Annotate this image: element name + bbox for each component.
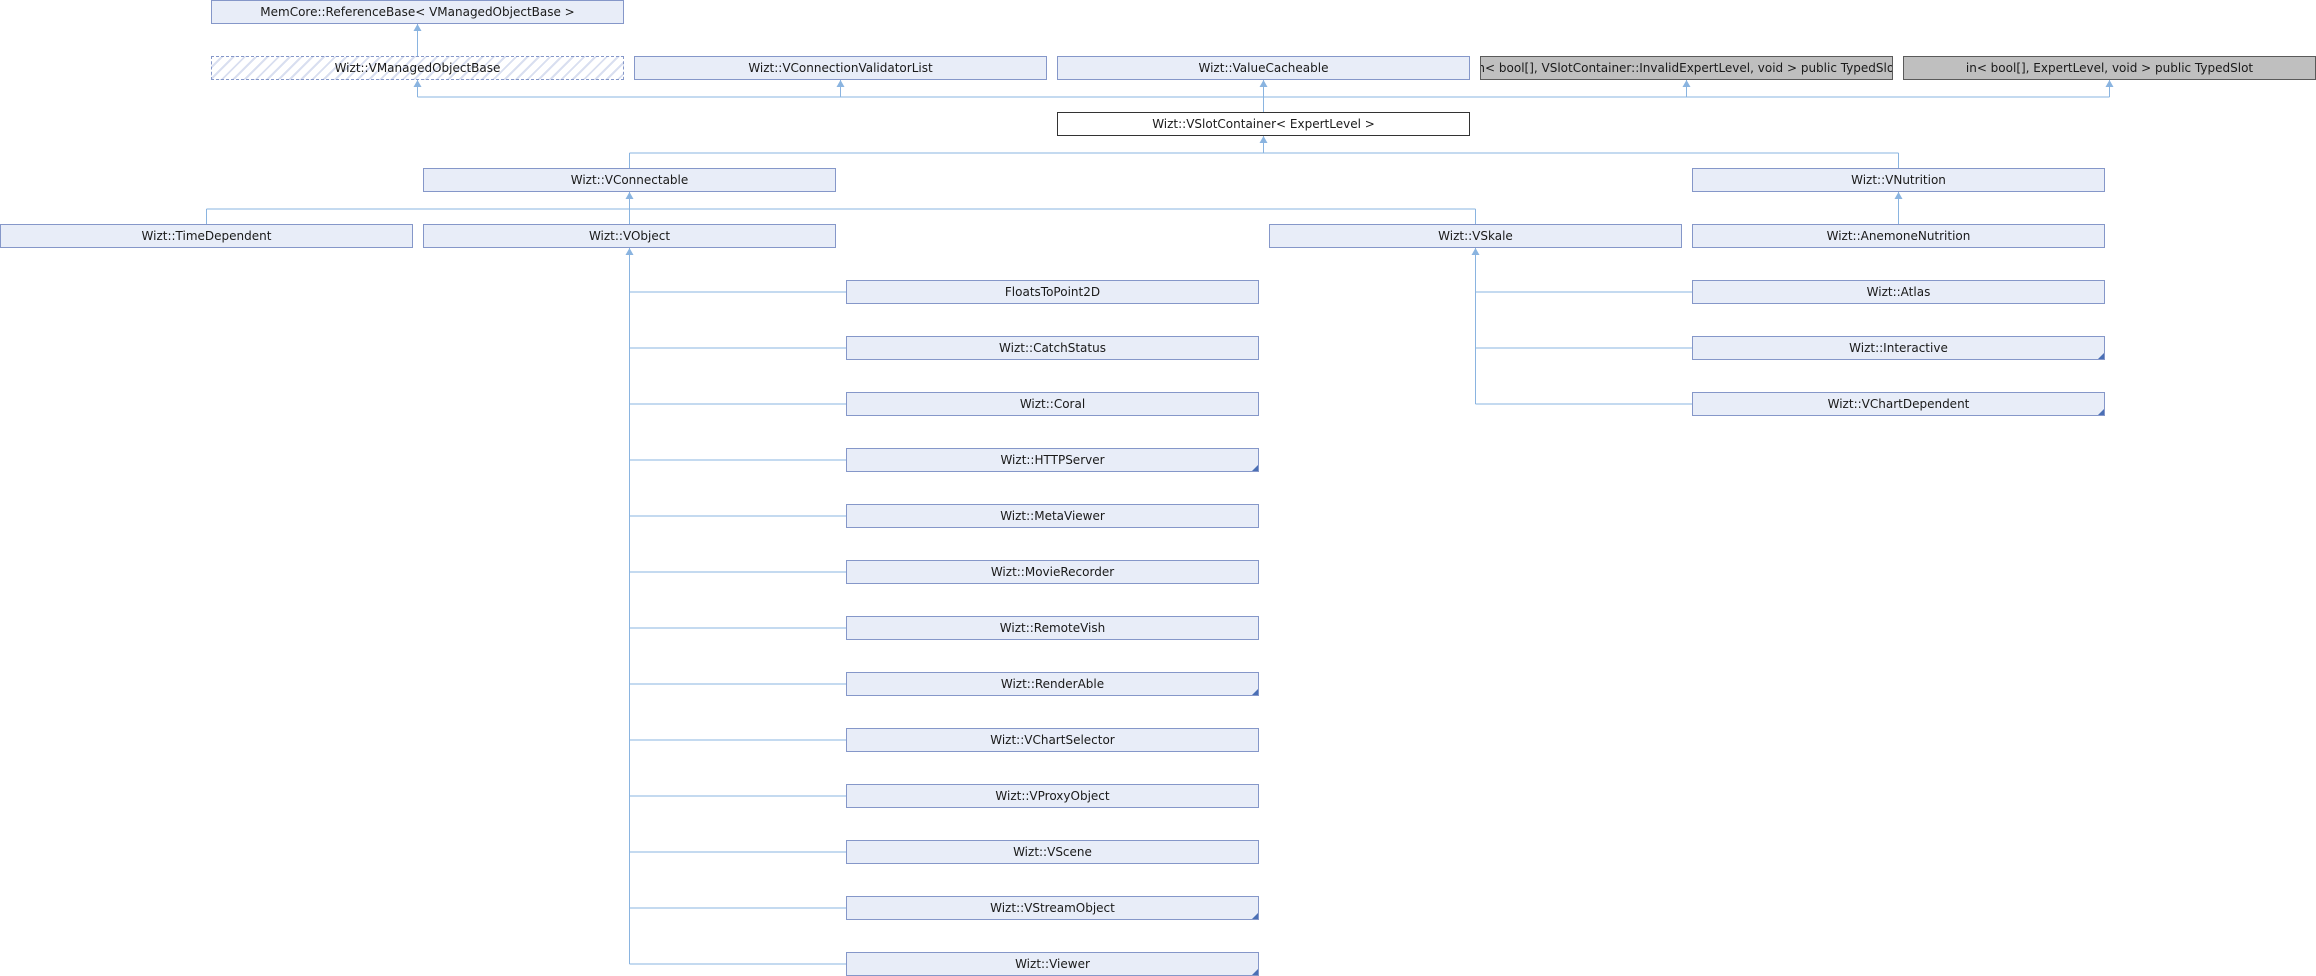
edge-arrow-vnutr: [1894, 192, 1903, 199]
class-node-slot2[interactable]: in< bool[], ExpertLevel, void > public T…: [1903, 56, 2316, 80]
class-node-refbase[interactable]: MemCore::ReferenceBase< VManagedObjectBa…: [211, 0, 624, 24]
class-node-chartsel[interactable]: Wizt::VChartSelector: [846, 728, 1259, 752]
class-node-render[interactable]: Wizt::RenderAble: [846, 672, 1259, 696]
class-node-scene[interactable]: Wizt::VScene: [846, 840, 1259, 864]
class-node-label: Wizt::Viewer: [1015, 957, 1090, 971]
edge-arrow-slot2: [2105, 80, 2114, 87]
class-node-label: Wizt::VConnectable: [570, 173, 689, 187]
class-node-movie[interactable]: Wizt::MovieRecorder: [846, 560, 1259, 584]
class-node-label: in< bool[], VSlotContainer::InvalidExper…: [1480, 61, 1893, 75]
class-node-label: Wizt::ValueCacheable: [1198, 61, 1329, 75]
class-node-label: FloatsToPoint2D: [1004, 285, 1101, 299]
edge-arrow-vmob: [413, 80, 422, 87]
class-node-label: Wizt::VChartSelector: [990, 733, 1115, 747]
class-node-label: in< bool[], ExpertLevel, void > public T…: [1965, 61, 2254, 75]
class-node-label: Wizt::TimeDependent: [141, 229, 272, 243]
class-node-http[interactable]: Wizt::HTTPServer: [846, 448, 1259, 472]
class-node-label: Wizt::VConnectionValidatorList: [748, 61, 933, 75]
class-node-meta[interactable]: Wizt::MetaViewer: [846, 504, 1259, 528]
class-node-label: Wizt::RenderAble: [1000, 677, 1105, 691]
class-node-vcache[interactable]: Wizt::ValueCacheable: [1057, 56, 1470, 80]
class-node-anemone[interactable]: Wizt::AnemoneNutrition: [1692, 224, 2105, 248]
class-node-interactive[interactable]: Wizt::Interactive: [1692, 336, 2105, 360]
class-node-vobject[interactable]: Wizt::VObject: [423, 224, 836, 248]
class-node-label: Wizt::VScene: [1013, 845, 1092, 859]
class-node-remote[interactable]: Wizt::RemoteVish: [846, 616, 1259, 640]
class-node-vcvl[interactable]: Wizt::VConnectionValidatorList: [634, 56, 1047, 80]
class-node-label: Wizt::AnemoneNutrition: [1826, 229, 1971, 243]
class-node-floats[interactable]: FloatsToPoint2D: [846, 280, 1259, 304]
class-node-slot1[interactable]: in< bool[], VSlotContainer::InvalidExper…: [1480, 56, 1893, 80]
class-node-proxy[interactable]: Wizt::VProxyObject: [846, 784, 1259, 808]
class-node-label: Wizt::VProxyObject: [995, 789, 1110, 803]
edge-arrow-vconn: [625, 192, 634, 199]
edge-arrow-vcache: [1259, 80, 1268, 87]
class-node-vnutr[interactable]: Wizt::VNutrition: [1692, 168, 2105, 192]
class-node-label: Wizt::CatchStatus: [999, 341, 1106, 355]
class-node-vskale[interactable]: Wizt::VSkale: [1269, 224, 1682, 248]
class-node-label: Wizt::VManagedObjectBase: [334, 61, 501, 75]
class-node-timedep[interactable]: Wizt::TimeDependent: [0, 224, 413, 248]
class-node-vslot[interactable]: Wizt::VSlotContainer< ExpertLevel >: [1057, 112, 1470, 136]
class-node-label: Wizt::Coral: [1019, 397, 1086, 411]
class-node-stream[interactable]: Wizt::VStreamObject: [846, 896, 1259, 920]
class-node-label: Wizt::MovieRecorder: [990, 565, 1115, 579]
class-node-catch[interactable]: Wizt::CatchStatus: [846, 336, 1259, 360]
class-node-label: Wizt::VObject: [588, 229, 671, 243]
class-node-atlas[interactable]: Wizt::Atlas: [1692, 280, 2105, 304]
class-node-label: Wizt::RemoteVish: [999, 621, 1106, 635]
class-node-label: MemCore::ReferenceBase< VManagedObjectBa…: [260, 5, 575, 19]
class-node-vconn[interactable]: Wizt::VConnectable: [423, 168, 836, 192]
edge-arrow-vslot: [1259, 136, 1268, 143]
class-node-label: Wizt::VSlotContainer< ExpertLevel >: [1152, 117, 1375, 131]
class-node-coral[interactable]: Wizt::Coral: [846, 392, 1259, 416]
class-node-label: Wizt::VSkale: [1438, 229, 1513, 243]
edge-arrow-slot1: [1682, 80, 1691, 87]
edge-arrow-vcvl: [836, 80, 845, 87]
edge-arrow-refbase: [413, 24, 422, 31]
class-node-label: Wizt::VNutrition: [1851, 173, 1946, 187]
class-node-label: Wizt::MetaViewer: [1000, 509, 1105, 523]
class-node-label: Wizt::Interactive: [1849, 341, 1948, 355]
class-node-chartdep[interactable]: Wizt::VChartDependent: [1692, 392, 2105, 416]
class-node-label: Wizt::HTTPServer: [1000, 453, 1105, 467]
edge-arrow-vskale: [1471, 248, 1480, 255]
class-node-label: Wizt::VStreamObject: [990, 901, 1115, 915]
class-node-vmob[interactable]: Wizt::VManagedObjectBase: [211, 56, 624, 80]
class-node-viewer[interactable]: Wizt::Viewer: [846, 952, 1259, 976]
class-node-label: Wizt::Atlas: [1866, 285, 1931, 299]
class-node-label: Wizt::VChartDependent: [1827, 397, 1970, 411]
edge-arrow-vobject: [625, 248, 634, 255]
